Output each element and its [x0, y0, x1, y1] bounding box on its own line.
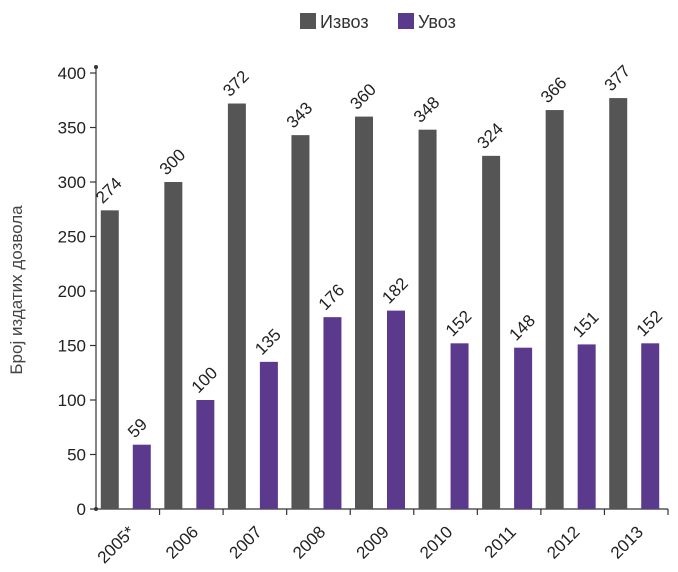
bar-import: [641, 343, 660, 509]
y-tick-label: 0: [77, 500, 86, 519]
data-label: 377: [601, 61, 634, 94]
y-axis-title: Број издатих дозвола: [7, 205, 26, 375]
bar-import: [196, 400, 215, 509]
x-tick-label: 2012: [543, 522, 583, 562]
x-axis: 2005* 2006 2007 2008 2009 2010 2011 2012 2013: [94, 508, 669, 567]
data-label: 176: [315, 280, 348, 313]
data-label: 59: [124, 415, 151, 442]
bar-export: [164, 182, 183, 509]
data-label: 148: [506, 311, 539, 344]
legend: Извоз Увоз: [300, 12, 456, 32]
bar-import: [387, 310, 405, 509]
data-label: 348: [410, 93, 443, 126]
bar-export: [418, 129, 437, 509]
data-label: 100: [188, 363, 221, 396]
y-tick-label: 300: [58, 173, 86, 192]
y-axis-end-dot: [94, 65, 98, 69]
legend-swatch: [398, 13, 414, 29]
y-axis: 0 50 100 150 200 250 300 350 400: [58, 64, 98, 519]
bar-export: [545, 110, 564, 509]
data-label: 360: [346, 80, 379, 113]
bars: [100, 98, 660, 510]
x-tick-label: 2010: [416, 522, 456, 562]
bar-import: [259, 361, 278, 509]
legend-swatch: [300, 13, 316, 29]
y-tick-label: 150: [58, 337, 86, 356]
bar-import: [132, 444, 151, 509]
y-tick-label: 400: [58, 64, 86, 83]
data-label: 343: [283, 98, 316, 131]
bar-export: [355, 116, 373, 509]
data-label: 152: [633, 307, 666, 340]
bar-import: [323, 317, 342, 509]
data-label: 182: [378, 274, 411, 307]
legend-label: Увоз: [418, 12, 456, 32]
x-tick-label: 2009: [353, 522, 393, 562]
data-label: 300: [156, 145, 189, 178]
bar-export: [100, 210, 119, 509]
bar-import: [450, 343, 469, 509]
y-tick-label: 50: [67, 446, 86, 465]
data-label: 372: [219, 67, 252, 100]
x-tick-label: 2008: [289, 522, 329, 562]
data-label: 151: [569, 308, 602, 341]
x-tick-label: 2011: [481, 522, 520, 561]
legend-label: Извоз: [320, 12, 369, 32]
bar-export: [291, 135, 310, 509]
bar-export: [227, 103, 246, 510]
y-tick-label: 250: [58, 228, 86, 247]
y-tick-label: 200: [58, 282, 86, 301]
bar-export: [609, 98, 628, 509]
x-tick-label: 2007: [226, 522, 266, 562]
x-tick-label: 2005*: [94, 522, 139, 567]
data-label: 366: [537, 73, 570, 106]
bar-export: [482, 155, 501, 509]
x-tick-label: 2013: [607, 522, 647, 562]
bar-import: [514, 347, 533, 509]
data-label: 135: [251, 325, 284, 358]
x-tick-label: 2006: [162, 522, 202, 562]
bar-import: [577, 344, 596, 509]
data-label: 324: [474, 119, 507, 152]
data-label: 274: [92, 174, 125, 207]
data-label: 152: [442, 307, 475, 340]
y-tick-label: 350: [58, 119, 86, 138]
y-tick-label: 100: [58, 391, 86, 410]
